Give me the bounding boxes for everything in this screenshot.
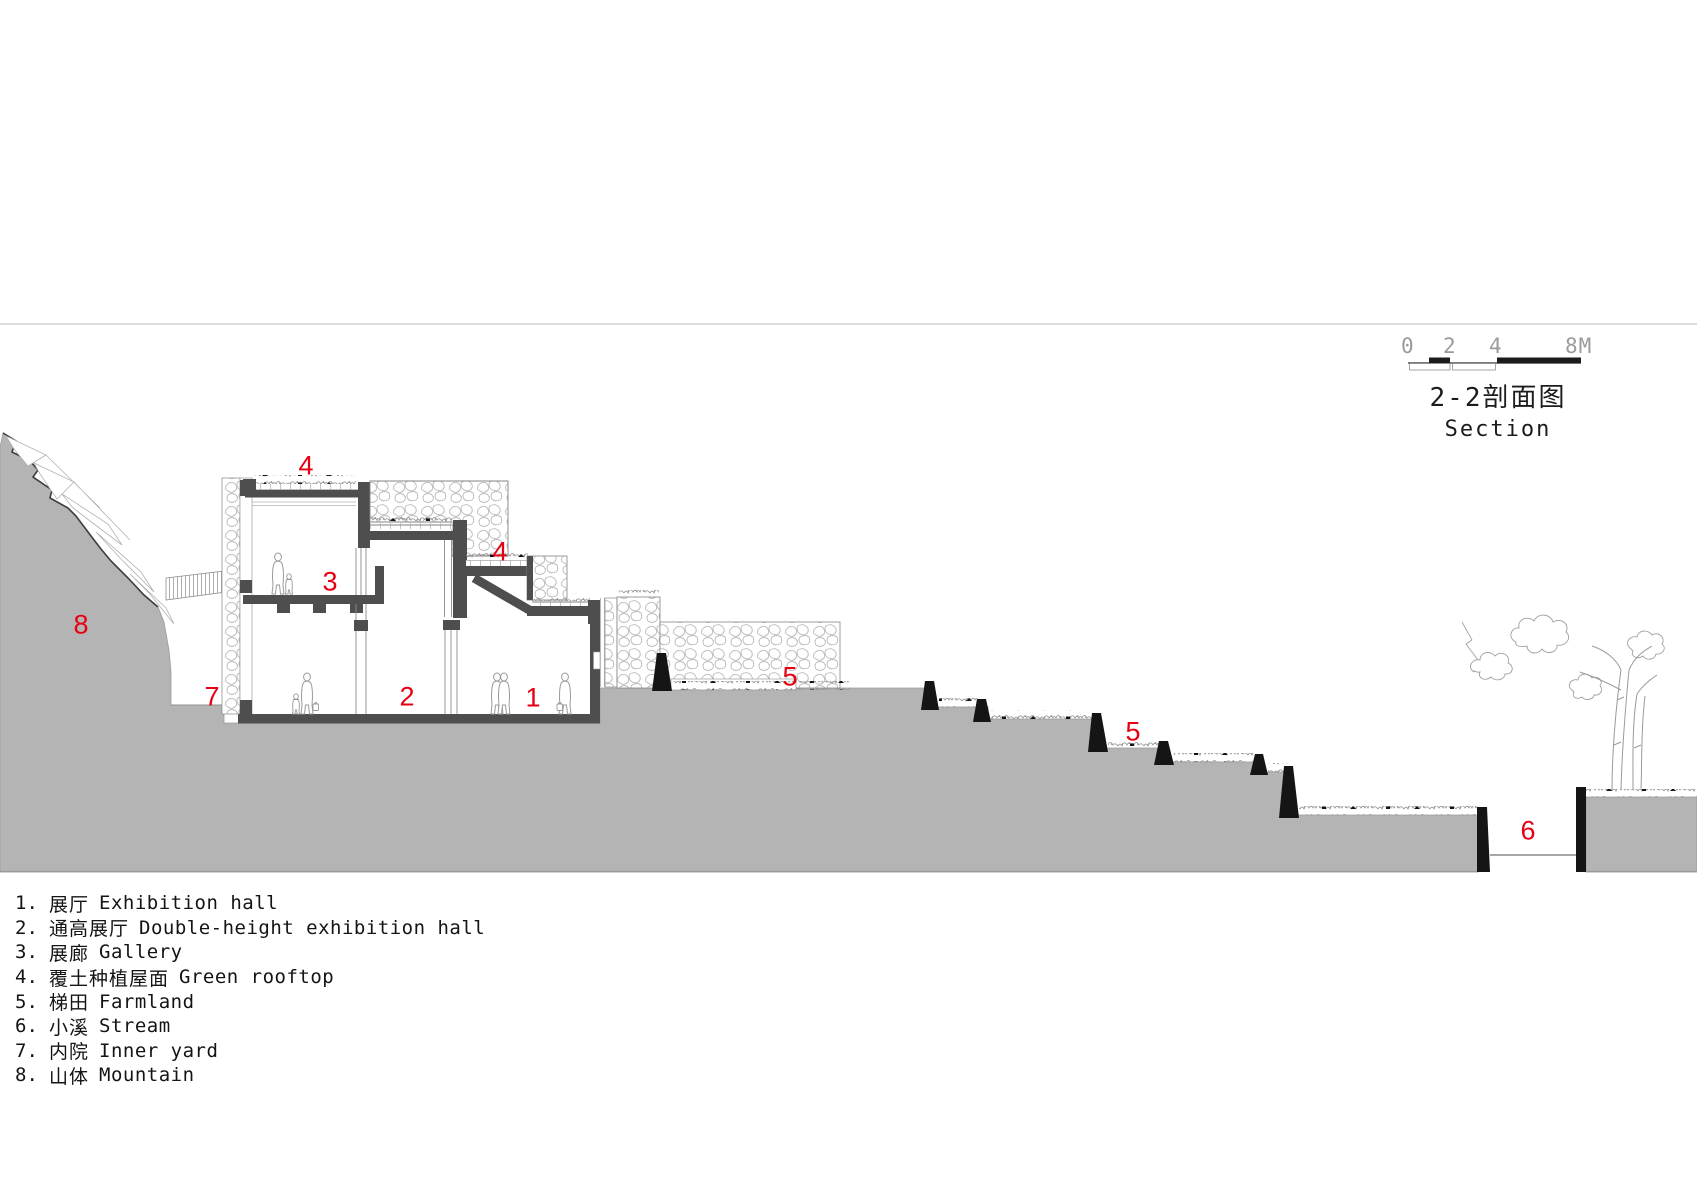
legend-en: Farmland xyxy=(99,990,195,1013)
label-green-roof-upper: 4 xyxy=(298,450,314,481)
legend-en: Inner yard xyxy=(99,1039,219,1062)
legend-num: 6. xyxy=(15,1015,38,1038)
label-exhibition-hall: 1 xyxy=(525,682,541,713)
legend-zh: 内院 xyxy=(49,1041,90,1064)
legend-zh: 覆土种植屋面 xyxy=(49,967,170,990)
legend-item-gallery: 3. 展廊 Gallery xyxy=(15,940,485,965)
green-roof-upper xyxy=(243,475,370,548)
legend-en: Green rooftop xyxy=(179,966,335,989)
rock-facets xyxy=(4,435,175,625)
legend-zh: 小溪 xyxy=(49,1016,90,1039)
legend-en: Stream xyxy=(99,1015,171,1038)
legend-num: 2. xyxy=(15,916,38,939)
drawing-title-zh: 2-2剖面图 xyxy=(1429,383,1567,413)
legend-en: Exhibition hall xyxy=(99,892,279,915)
label-inner-yard: 7 xyxy=(204,681,220,712)
legend-num: 3. xyxy=(15,941,38,964)
stone-fill-mass-lower xyxy=(659,621,841,689)
label-double-height-hall: 2 xyxy=(399,681,415,712)
legend-num: 8. xyxy=(15,1064,38,1087)
terrace-farmland xyxy=(652,653,1478,818)
drawing-title-en: Section xyxy=(1444,416,1552,442)
stream-channel xyxy=(1477,787,1697,872)
legend-item-double-height-hall: 2. 通高展厅 Double-height exhibition hall xyxy=(15,916,485,941)
legend: 1. 展厅 Exhibition hall 2. 通高展厅 Double-height … xyxy=(15,891,485,1088)
label-green-roof-mid: 4 xyxy=(492,536,508,567)
building-section xyxy=(221,475,841,724)
legend-item-exhibition-hall: 1. 展厅 Exhibition hall xyxy=(15,891,485,916)
scale-tick-0: 0 xyxy=(1401,334,1415,358)
label-gallery: 3 xyxy=(322,566,338,597)
legend-zh: 展厅 xyxy=(49,893,90,916)
legend-item-green-rooftop: 4. 覆土种植屋面 Green rooftop xyxy=(15,965,485,990)
legend-item-farmland: 5. 梯田 Farmland xyxy=(15,989,485,1015)
scale-tick-8m: 8M xyxy=(1565,334,1593,358)
scale-bar xyxy=(1408,357,1581,371)
legend-num: 5. xyxy=(15,990,38,1013)
legend-item-inner-yard: 7. 内院 Inner yard xyxy=(15,1039,485,1064)
tree xyxy=(1461,614,1665,791)
legend-item-stream: 6. 小溪 Stream xyxy=(15,1014,485,1039)
legend-zh: 梯田 xyxy=(49,992,90,1015)
scale-tick-2: 2 xyxy=(1443,334,1457,358)
legend-item-mountain: 8. 山体 Mountain xyxy=(15,1063,485,1088)
legend-en: Gallery xyxy=(99,941,183,964)
legend-zh: 山体 xyxy=(49,1065,90,1088)
label-mountain: 8 xyxy=(73,609,89,640)
label-stream: 6 xyxy=(1520,815,1536,846)
legend-en: Mountain xyxy=(99,1064,195,1087)
label-farmland-upper: 5 xyxy=(782,661,798,692)
legend-zh: 展廊 xyxy=(49,942,90,965)
legend-num: 1. xyxy=(15,892,38,915)
title-block: 2-2剖面图 Section xyxy=(1398,384,1598,443)
legend-num: 7. xyxy=(15,1039,38,1062)
legend-num: 4. xyxy=(15,966,38,989)
label-farmland-lower: 5 xyxy=(1125,716,1141,747)
legend-en: Double-height exhibition hall xyxy=(139,916,486,939)
legend-zh: 通高展厅 xyxy=(49,918,130,941)
scale-tick-4: 4 xyxy=(1489,334,1503,358)
green-roof-mid xyxy=(453,520,600,624)
